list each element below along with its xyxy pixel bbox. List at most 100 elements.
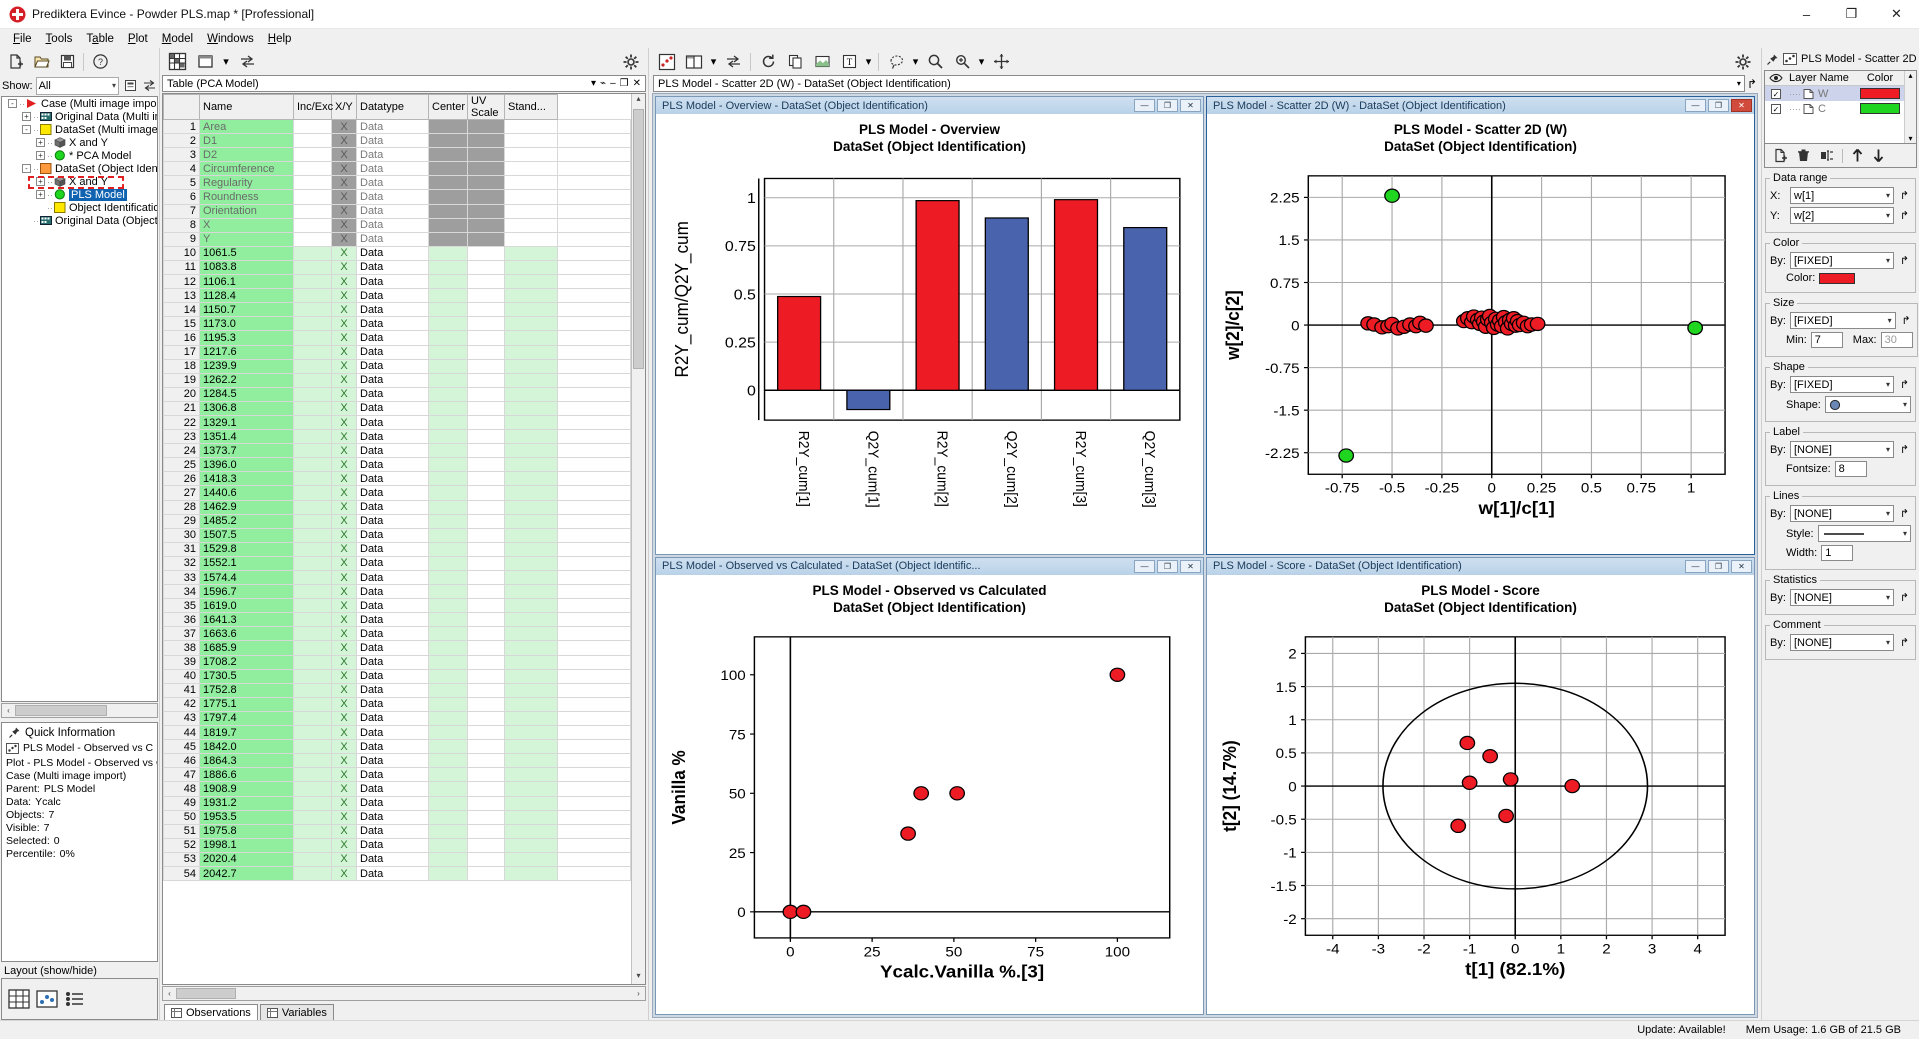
row-number[interactable]: 2 xyxy=(163,133,200,149)
cell-extra[interactable] xyxy=(557,710,631,727)
cell-datatype[interactable]: Data xyxy=(356,781,429,797)
cell-uv-scale[interactable] xyxy=(467,414,505,431)
table-row[interactable]: 7 Orientation X Data xyxy=(163,203,631,219)
cell-name[interactable]: 1061.5 xyxy=(199,245,294,261)
cell-name[interactable]: 1284.5 xyxy=(199,386,294,402)
cell-datatype[interactable]: Data xyxy=(356,245,429,261)
cell-stand[interactable] xyxy=(504,231,558,247)
cell-center[interactable] xyxy=(428,372,468,388)
cell-stand[interactable] xyxy=(504,795,558,811)
table-row[interactable]: 1 Area X Data xyxy=(163,118,631,135)
cell-uv-scale[interactable] xyxy=(467,682,505,698)
cell-inc-exc[interactable] xyxy=(293,344,332,360)
tree-item[interactable]: ·· Object Identification xyxy=(2,201,157,214)
tree-item[interactable]: +·· Original Data (Multi image impo xyxy=(2,110,157,123)
plot-window-overview[interactable]: PLS Model - Overview - DataSet (Object I… xyxy=(655,96,1204,555)
table-row[interactable]: 2 D1 X Data xyxy=(163,133,631,149)
cell-center[interactable] xyxy=(428,133,468,149)
cell-center[interactable] xyxy=(428,274,468,290)
cell-xy[interactable]: X xyxy=(331,584,357,600)
table-row[interactable]: 52 1998.1 X Data xyxy=(163,837,631,853)
pin-icon[interactable] xyxy=(1766,53,1779,66)
cell-datatype[interactable]: Data xyxy=(356,372,429,388)
cell-xy[interactable]: X xyxy=(331,175,357,191)
layer-row[interactable]: ✓ ···· W xyxy=(1765,86,1904,101)
row-number[interactable]: 18 xyxy=(163,358,200,374)
row-number[interactable]: 30 xyxy=(163,527,200,543)
project-tree[interactable]: - ·· Case (Multi image import) + ·· Original … xyxy=(1,96,158,702)
bar[interactable] xyxy=(915,200,960,391)
cell-datatype[interactable]: Data xyxy=(356,795,429,811)
cell-datatype[interactable]: Data xyxy=(356,598,429,614)
cell-xy[interactable]: X xyxy=(331,133,357,149)
table-row[interactable]: 36 1641.3 X Data xyxy=(163,612,631,628)
cell-inc-exc[interactable] xyxy=(293,386,332,402)
cell-stand[interactable] xyxy=(504,471,558,487)
minimize-icon[interactable]: — xyxy=(1685,99,1706,112)
data-point[interactable] xyxy=(782,904,799,919)
cell-datatype[interactable]: Data xyxy=(356,175,429,191)
row-number[interactable]: 14 xyxy=(163,302,200,318)
plot-window-scatter2d[interactable]: PLS Model - Scatter 2D (W) - DataSet (Ob… xyxy=(1206,96,1755,555)
cell-center[interactable] xyxy=(428,710,468,727)
tree-item[interactable]: - ·· Case (Multi image import) xyxy=(2,97,157,110)
cell-extra[interactable] xyxy=(557,316,631,332)
refresh-icon[interactable] xyxy=(756,50,780,73)
cell-datatype[interactable]: Data xyxy=(356,696,429,712)
table-column-header[interactable]: Stand... xyxy=(504,94,558,120)
cell-name[interactable]: 1998.1 xyxy=(199,837,294,853)
table-row[interactable]: 32 1552.1 X Data xyxy=(163,555,631,572)
cell-datatype[interactable]: Data xyxy=(356,682,429,698)
table-row[interactable]: 38 1685.9 X Data xyxy=(163,640,631,656)
row-number[interactable]: 44 xyxy=(163,725,200,741)
cell-uv-scale[interactable] xyxy=(467,443,505,459)
cell-center[interactable] xyxy=(428,499,468,515)
cell-datatype[interactable]: Data xyxy=(356,288,429,304)
cell-stand[interactable] xyxy=(504,612,558,628)
cell-stand[interactable] xyxy=(504,696,558,712)
cell-xy[interactable]: X xyxy=(331,147,357,163)
cell-center[interactable] xyxy=(428,443,468,459)
cell-extra[interactable] xyxy=(557,245,631,261)
cell-datatype[interactable]: Data xyxy=(356,386,429,402)
table-row[interactable]: 8 X X Data xyxy=(163,217,631,233)
cell-name[interactable]: 1329.1 xyxy=(199,414,294,431)
cell-inc-exc[interactable] xyxy=(293,569,332,586)
open-folder-icon[interactable] xyxy=(29,50,53,73)
cell-stand[interactable] xyxy=(504,400,558,416)
cell-name[interactable]: D1 xyxy=(199,133,294,149)
cell-name[interactable]: 1128.4 xyxy=(199,288,294,304)
tab-observations[interactable]: Observations xyxy=(164,1004,258,1020)
property-select[interactable]: [FIXED] ▾ xyxy=(1790,376,1894,393)
cell-stand[interactable] xyxy=(504,414,558,431)
cell-stand[interactable] xyxy=(504,386,558,402)
cell-stand[interactable] xyxy=(504,809,558,825)
cell-xy[interactable]: X xyxy=(331,569,357,586)
cell-datatype[interactable]: Data xyxy=(356,499,429,515)
cell-center[interactable] xyxy=(428,626,468,642)
close-icon[interactable]: ✕ xyxy=(1731,99,1752,112)
cell-name[interactable]: D2 xyxy=(199,147,294,163)
window-titlebar[interactable]: PLS Model - Overview - DataSet (Object I… xyxy=(656,97,1203,114)
row-number[interactable]: 25 xyxy=(163,457,200,473)
cell-extra[interactable] xyxy=(557,231,631,247)
data-point[interactable] xyxy=(1482,748,1499,763)
bar[interactable] xyxy=(1123,226,1168,391)
cell-extra[interactable] xyxy=(557,823,631,839)
row-number[interactable]: 8 xyxy=(163,217,200,233)
cell-stand[interactable] xyxy=(504,245,558,261)
cell-datatype[interactable]: Data xyxy=(356,274,429,290)
cell-extra[interactable] xyxy=(557,499,631,515)
cell-extra[interactable] xyxy=(557,274,631,290)
row-number[interactable]: 39 xyxy=(163,654,200,670)
tree-expander[interactable]: + xyxy=(22,112,31,121)
cell-xy[interactable]: X xyxy=(331,217,357,233)
table-row[interactable]: 49 1931.2 X Data xyxy=(163,795,631,811)
cell-xy[interactable]: X xyxy=(331,865,357,882)
data-point[interactable] xyxy=(795,904,812,919)
cell-uv-scale[interactable] xyxy=(467,429,505,445)
row-number[interactable]: 21 xyxy=(163,400,200,416)
cell-stand[interactable] xyxy=(504,837,558,853)
cell-datatype[interactable]: Data xyxy=(356,443,429,459)
cell-uv-scale[interactable] xyxy=(467,471,505,487)
